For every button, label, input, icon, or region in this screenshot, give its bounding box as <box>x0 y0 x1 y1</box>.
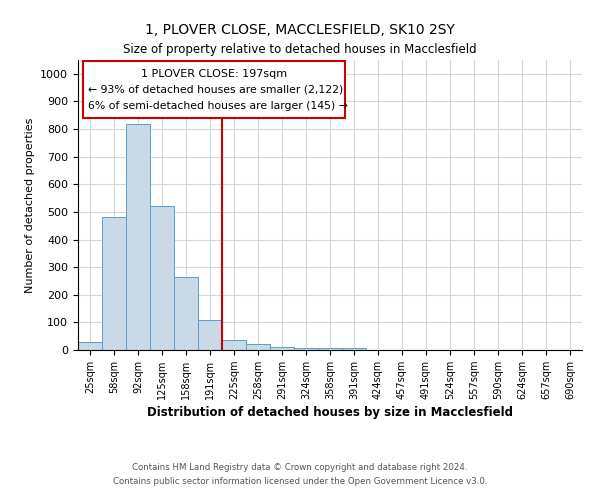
FancyBboxPatch shape <box>83 62 345 118</box>
Bar <box>246 344 270 350</box>
Bar <box>270 346 294 350</box>
Text: 1, PLOVER CLOSE, MACCLESFIELD, SK10 2SY: 1, PLOVER CLOSE, MACCLESFIELD, SK10 2SY <box>145 22 455 36</box>
Bar <box>102 218 126 350</box>
Bar <box>126 124 150 350</box>
Bar <box>174 277 198 350</box>
Text: ← 93% of detached houses are smaller (2,122): ← 93% of detached houses are smaller (2,… <box>88 84 343 94</box>
Text: 1 PLOVER CLOSE: 197sqm: 1 PLOVER CLOSE: 197sqm <box>141 68 287 78</box>
Text: Contains HM Land Registry data © Crown copyright and database right 2024.: Contains HM Land Registry data © Crown c… <box>132 464 468 472</box>
Text: Contains public sector information licensed under the Open Government Licence v3: Contains public sector information licen… <box>113 477 487 486</box>
Bar <box>294 348 318 350</box>
Bar <box>198 320 222 350</box>
Bar <box>222 340 246 350</box>
Text: Size of property relative to detached houses in Macclesfield: Size of property relative to detached ho… <box>123 42 477 56</box>
Bar <box>342 348 366 350</box>
Bar <box>78 342 102 350</box>
Y-axis label: Number of detached properties: Number of detached properties <box>25 118 35 292</box>
Bar <box>318 348 342 350</box>
X-axis label: Distribution of detached houses by size in Macclesfield: Distribution of detached houses by size … <box>147 406 513 419</box>
Bar <box>150 206 174 350</box>
Text: 6% of semi-detached houses are larger (145) →: 6% of semi-detached houses are larger (1… <box>88 100 348 110</box>
